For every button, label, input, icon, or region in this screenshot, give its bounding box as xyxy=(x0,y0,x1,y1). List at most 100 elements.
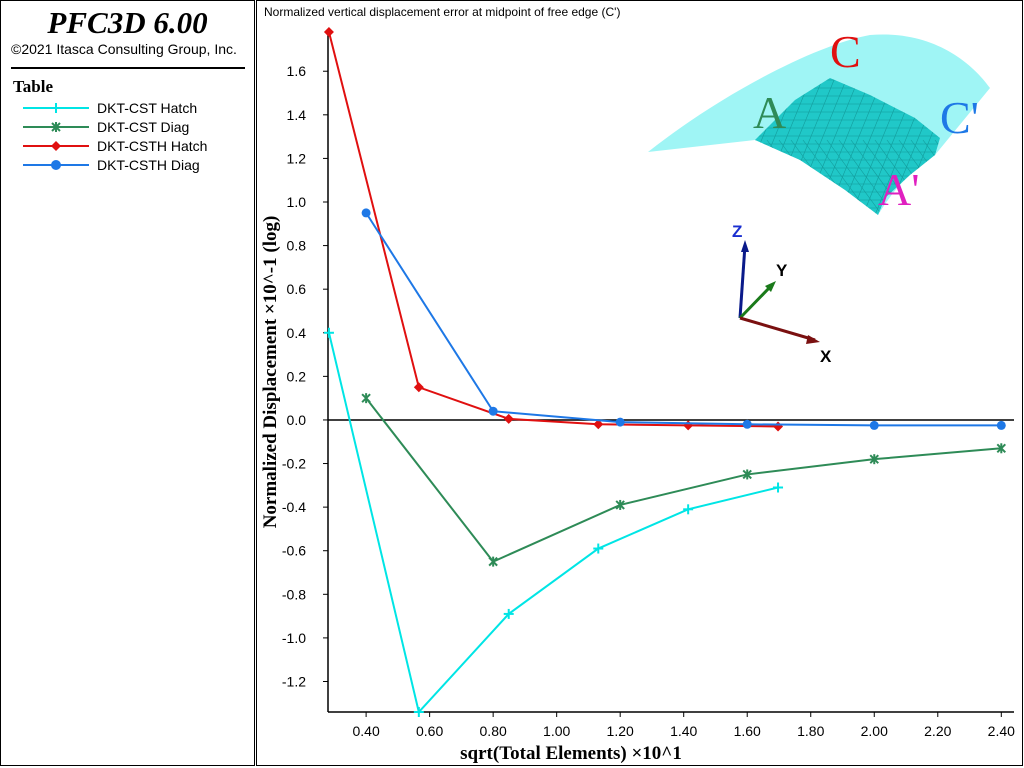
x-axis-arrowhead xyxy=(806,335,820,344)
mesh-line xyxy=(755,139,775,215)
legend-label: DKT-CST Hatch xyxy=(97,100,198,116)
x-tick-label: 0.60 xyxy=(416,723,443,739)
y-tick-label: -1.0 xyxy=(282,630,306,646)
y-tick-label: 0.0 xyxy=(287,412,307,428)
y-tick-label: 0.8 xyxy=(287,238,307,254)
label-a: A xyxy=(753,87,786,138)
data-point xyxy=(869,454,879,465)
y-axis-label: Y xyxy=(776,261,788,280)
inset-diagram: A C C' A' Z Y X xyxy=(648,26,1002,366)
x-tick-label: 2.20 xyxy=(924,723,951,739)
mesh-line xyxy=(755,139,763,215)
y-tick-label: 1.4 xyxy=(287,107,307,123)
data-point xyxy=(683,420,694,431)
y-tick-label: -1.2 xyxy=(282,673,306,689)
y-tick-label: 1.0 xyxy=(287,194,307,210)
legend-label: DKT-CSTH Diag xyxy=(97,157,200,173)
y-tick-label: -0.6 xyxy=(282,543,306,559)
x-axis-title: sqrt(Total Elements) ×10^1 xyxy=(460,743,682,764)
x-tick-label: 2.00 xyxy=(861,723,888,739)
x-axis-arrow xyxy=(739,316,816,342)
series-line xyxy=(327,332,779,715)
legend-item-dkt-cst-diag: DKT-CST Diag xyxy=(21,118,251,136)
label-c: C xyxy=(830,26,861,77)
legend-label: DKT-CSTH Hatch xyxy=(97,138,208,154)
mesh-line xyxy=(695,140,750,215)
plus-marker-icon xyxy=(23,103,89,113)
data-point xyxy=(488,556,498,567)
mesh-line xyxy=(683,140,738,215)
data-point xyxy=(593,543,604,554)
legend-item-dkt-csth-hatch: DKT-CSTH Hatch xyxy=(21,137,251,155)
mesh-line xyxy=(659,140,714,215)
legend-panel: PFC3D 6.00 ©2021 Itasca Consulting Group… xyxy=(0,0,255,766)
label-c-prime: C' xyxy=(940,92,979,143)
series-line xyxy=(365,212,1002,427)
copyright-text: ©2021 Itasca Consulting Group, Inc. xyxy=(11,41,237,57)
circle-marker-icon xyxy=(23,160,89,170)
x-tick-label: 0.40 xyxy=(352,723,379,739)
asterisk-marker-icon xyxy=(23,122,89,132)
x-tick-label: 1.60 xyxy=(734,723,761,739)
y-tick-label: -0.4 xyxy=(282,499,306,515)
x-tick-label: 1.20 xyxy=(607,723,634,739)
series-line xyxy=(365,397,1002,563)
app-title: PFC3D 6.00 xyxy=(47,5,208,40)
mesh-line xyxy=(671,140,726,215)
data-point xyxy=(488,406,498,416)
y-tick-label: 1.6 xyxy=(287,63,307,79)
series-line xyxy=(327,31,779,428)
series-dkt-cst-diag xyxy=(361,393,1007,567)
y-tick-label: 1.2 xyxy=(287,150,307,166)
data-point xyxy=(361,208,371,218)
x-tick-label: 1.80 xyxy=(797,723,824,739)
z-axis-label: Z xyxy=(732,222,742,241)
data-point xyxy=(615,417,625,427)
data-point xyxy=(615,499,625,510)
mesh-line xyxy=(922,139,940,215)
y-tick-label: 0.2 xyxy=(287,368,307,384)
data-point xyxy=(773,421,784,432)
series-dkt-csth-hatch xyxy=(323,27,784,432)
data-point xyxy=(869,420,879,430)
series-dkt-cst-hatch xyxy=(323,327,784,717)
legend-title: Table xyxy=(13,77,54,96)
x-tick-label: 2.40 xyxy=(988,723,1015,739)
data-point xyxy=(503,608,514,619)
x-tick-label: 1.40 xyxy=(670,723,697,739)
diamond-marker-icon xyxy=(23,141,89,151)
divider xyxy=(11,67,245,69)
data-point xyxy=(323,27,334,37)
x-tick-label: 0.80 xyxy=(480,723,507,739)
z-axis-arrow xyxy=(738,244,747,319)
data-point xyxy=(413,707,424,717)
x-axis-label: X xyxy=(820,347,832,366)
data-point xyxy=(683,504,694,515)
y-tick-label: -0.8 xyxy=(282,586,306,602)
y-tick-label: 0.4 xyxy=(287,325,307,341)
y-tick-label: -0.2 xyxy=(282,456,306,472)
data-point xyxy=(323,327,334,338)
mesh-line xyxy=(947,140,1002,215)
label-a-prime: A' xyxy=(878,164,920,215)
data-point xyxy=(742,419,752,429)
legend-label: DKT-CST Diag xyxy=(97,119,190,135)
legend-item-dkt-csth-diag: DKT-CSTH Diag xyxy=(21,156,251,174)
y-axis-title: Normalized Displacement ×10^-1 (log) xyxy=(260,216,281,529)
y-axis-arrow xyxy=(738,283,774,320)
data-point xyxy=(996,420,1006,430)
y-axis-arrowhead xyxy=(765,281,776,292)
data-point xyxy=(773,482,784,493)
mesh-line xyxy=(934,139,940,215)
series-dkt-csth-diag xyxy=(361,208,1006,430)
data-point xyxy=(503,413,514,424)
mesh-line xyxy=(755,139,787,215)
data-point xyxy=(593,419,604,430)
legend-item-dkt-cst-hatch: DKT-CST Hatch xyxy=(21,99,251,117)
data-point xyxy=(996,443,1007,454)
data-point xyxy=(361,393,371,404)
data-point xyxy=(742,469,752,480)
y-tick-label: 0.6 xyxy=(287,281,307,297)
data-point xyxy=(413,382,424,393)
